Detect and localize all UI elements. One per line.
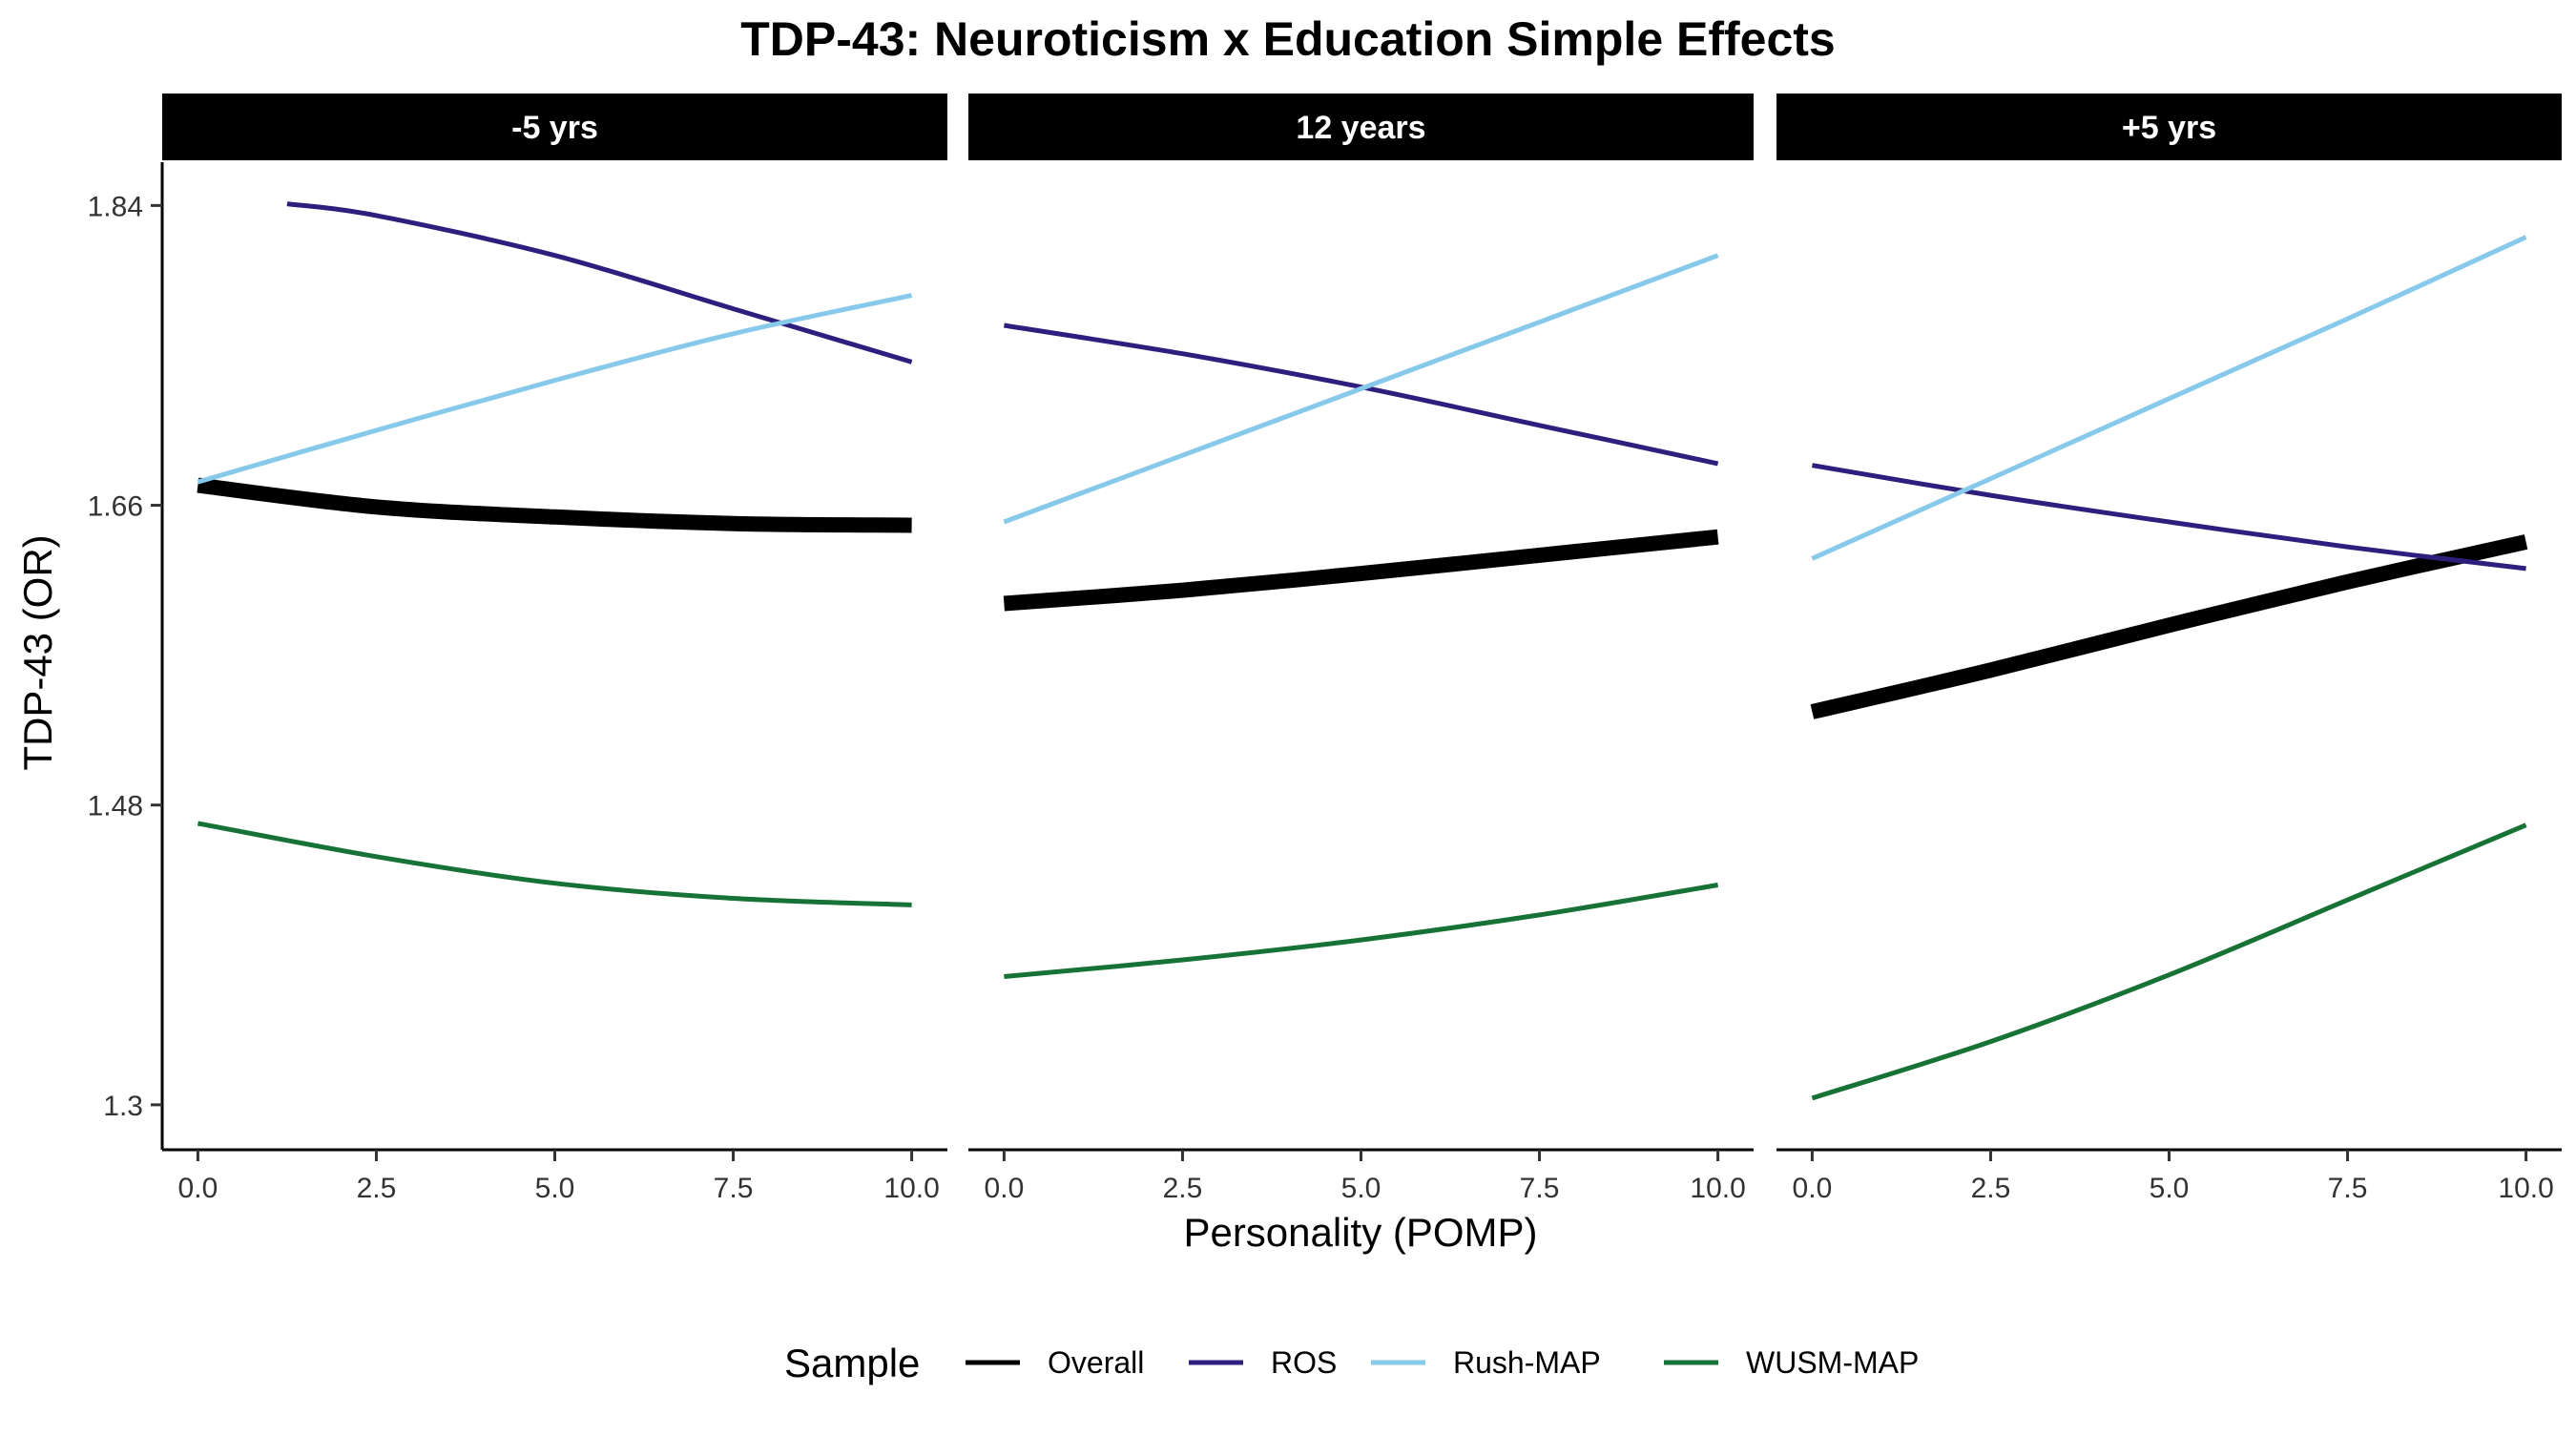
legend: Sample Overall ROS Rush-MAP WUSM-MAP — [784, 1341, 1919, 1385]
x-tick-label: 7.5 — [2328, 1173, 2368, 1204]
y-tick-label: 1.84 — [88, 191, 143, 222]
legend-label: WUSM-MAP — [1746, 1345, 1919, 1380]
series-line-overall — [197, 477, 912, 533]
legend-label: Overall — [1048, 1345, 1144, 1380]
x-tick-label: 10.0 — [1690, 1173, 1745, 1204]
y-tick-label: 1.3 — [103, 1091, 143, 1122]
series-line-rush-map — [197, 293, 913, 485]
legend-item: WUSM-MAP — [1664, 1345, 1919, 1380]
x-tick-label: 0.0 — [1793, 1173, 1833, 1204]
series-line-overall — [1003, 529, 1719, 612]
x-tick-label: 7.5 — [714, 1173, 754, 1204]
series-line-ros — [1004, 323, 1719, 467]
panel-strip-label: +5 yrs — [2122, 110, 2216, 146]
x-axis-title: Personality (POMP) — [1183, 1210, 1537, 1255]
legend-label: ROS — [1271, 1345, 1337, 1380]
panel-strip — [1776, 94, 2562, 160]
x-tick-label: 2.5 — [1971, 1173, 2011, 1204]
x-tick-label: 2.5 — [1163, 1173, 1203, 1204]
panel-1: -5 yrs 0.0 2.5 5.0 7.5 10.0 1.3 1.48 1.66 1.84 — [88, 94, 947, 1204]
chart-title: TDP-43: Neuroticism x Education Simple E… — [740, 12, 1836, 66]
series-line-wusm-map — [1811, 822, 2527, 1101]
x-tick-label: 0.0 — [985, 1173, 1025, 1204]
panel-3: +5 yrs 0.0 2.5 5.0 7.5 10.0 — [1776, 94, 2562, 1204]
x-tick-label: 5.0 — [535, 1173, 575, 1204]
series-line-rush-map — [1811, 235, 2527, 561]
series-line-wusm-map — [197, 821, 912, 907]
panel-2: 12 years 0.0 2.5 5.0 7.5 10.0 — [968, 94, 1754, 1204]
legend-item: Rush-MAP — [1371, 1345, 1601, 1380]
x-tick-label: 2.5 — [357, 1173, 397, 1204]
series-line-rush-map — [1003, 253, 1719, 525]
y-tick-label: 1.66 — [88, 491, 143, 523]
series-line-overall — [1810, 534, 2528, 719]
panel-strip-label: -5 yrs — [511, 110, 598, 146]
panels-layer: -5 yrs 0.0 2.5 5.0 7.5 10.0 1.3 1.48 1.66 1.84 12 … — [88, 94, 2562, 1204]
x-tick-label: 10.0 — [883, 1173, 939, 1204]
series-line-ros — [1811, 463, 2526, 572]
legend-title: Sample — [784, 1341, 920, 1385]
x-tick-label: 5.0 — [1341, 1173, 1381, 1204]
y-tick-label: 1.48 — [88, 791, 143, 822]
x-tick-label: 0.0 — [178, 1173, 218, 1204]
panel-strip — [162, 94, 947, 160]
legend-item: Overall — [966, 1345, 1144, 1380]
y-axis-title: TDP-43 (OR) — [15, 534, 60, 770]
legend-label: Rush-MAP — [1453, 1345, 1601, 1380]
series-line-ros — [286, 201, 913, 364]
x-tick-label: 5.0 — [2150, 1173, 2190, 1204]
panel-strip-label: 12 years — [1296, 110, 1425, 146]
legend-item: ROS — [1189, 1345, 1337, 1380]
panel-strip — [968, 94, 1754, 160]
x-tick-label: 7.5 — [1520, 1173, 1560, 1204]
x-tick-label: 10.0 — [2498, 1173, 2553, 1204]
series-line-wusm-map — [1004, 883, 1719, 979]
